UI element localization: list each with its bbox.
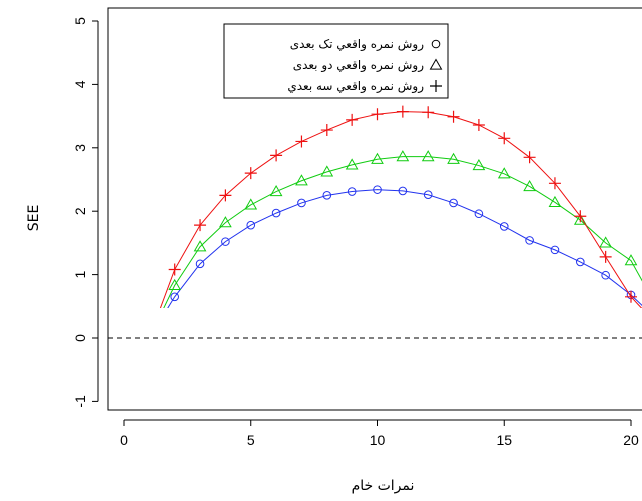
data-point-plus — [599, 250, 612, 263]
legend-item: روش نمره واقعي دو بعدی — [293, 58, 443, 73]
series-plus — [159, 105, 642, 308]
data-point-triangle — [295, 174, 308, 186]
data-point-triangle — [472, 159, 486, 171]
data-point-plus — [194, 219, 207, 232]
data-point-circle — [347, 187, 357, 196]
data-point-circle — [423, 190, 433, 200]
x-axis: 0 5 10 15 20 — [120, 419, 639, 448]
data-point-triangle — [624, 254, 638, 266]
data-point-plus — [295, 135, 308, 148]
legend-item: روش نمره واقعي تک بعدی — [290, 37, 441, 52]
y-tick-label: 3 — [72, 144, 88, 152]
x-tick-label: 5 — [247, 432, 255, 448]
data-point-circle — [271, 208, 281, 218]
data-point-triangle — [320, 165, 334, 177]
data-point-plus — [430, 80, 442, 92]
data-point-circle — [550, 245, 560, 255]
series-circle — [167, 185, 642, 308]
plot-frame — [107, 7, 642, 411]
data-point-plus — [320, 124, 333, 137]
data-point-circle — [195, 259, 205, 269]
data-point-triangle — [396, 150, 410, 162]
data-point-triangle — [447, 152, 460, 164]
legend-label: روش نمره واقعي سه بعدي — [287, 79, 424, 94]
data-point-circle — [499, 222, 509, 231]
data-point-circle — [221, 237, 230, 246]
data-point-plus — [447, 110, 460, 123]
data-point-plus — [523, 151, 536, 164]
data-point-triangle — [573, 213, 587, 225]
series-line — [163, 156, 642, 308]
data-point-circle — [170, 292, 179, 302]
data-point-circle — [525, 236, 534, 245]
y-tick-label: -1 — [72, 395, 88, 408]
data-point-triangle — [497, 167, 511, 179]
x-tick-label: 15 — [496, 432, 512, 448]
y-axis: -1 0 1 2 3 4 5 — [72, 17, 99, 408]
legend-item: روش نمره واقعي سه بعدي — [287, 79, 442, 94]
data-point-plus — [244, 167, 257, 180]
data-point-plus — [396, 105, 409, 118]
data-point-circle — [576, 257, 585, 267]
data-point-circle — [322, 191, 332, 200]
data-point-triangle — [371, 152, 384, 164]
data-point-plus — [574, 210, 587, 223]
y-tick-label: 0 — [72, 334, 88, 342]
data-point-circle — [398, 186, 408, 196]
legend-label: روش نمره واقعي تک بعدی — [290, 37, 424, 52]
data-point-circle — [601, 270, 610, 280]
x-tick-label: 10 — [370, 432, 386, 448]
data-point-plus — [472, 118, 485, 131]
y-tick-label: 1 — [72, 270, 88, 278]
data-point-triangle — [244, 198, 258, 210]
y-axis-title: SEE — [26, 205, 42, 232]
data-point-circle — [474, 209, 484, 219]
plot-border — [107, 7, 642, 411]
data-point-triangle — [523, 179, 536, 192]
data-point-triangle — [599, 236, 613, 248]
data-point-plus — [371, 108, 384, 121]
data-point-plus — [270, 149, 283, 162]
data-point-plus — [346, 113, 359, 126]
y-tick-label: 4 — [72, 80, 88, 88]
data-point-plus — [548, 177, 561, 190]
x-axis-title: نمرات خام — [352, 478, 415, 494]
data-point-circle — [431, 39, 441, 49]
x-tick-label: 20 — [623, 432, 639, 448]
legend-label: روش نمره واقعي دو بعدی — [293, 58, 425, 73]
legend: روش نمره واقعي تک بعدی روش نمره واقعي دو … — [223, 23, 449, 99]
y-tick-label: 5 — [72, 17, 88, 25]
y-tick-label: 2 — [72, 207, 88, 215]
data-point-plus — [625, 290, 637, 303]
data-point-triangle — [219, 216, 232, 228]
data-point-plus — [219, 189, 232, 202]
legend-box — [223, 23, 449, 99]
data-point-triangle — [548, 195, 562, 207]
series-triangle — [144, 150, 642, 343]
series-line — [167, 189, 642, 308]
data-point-triangle — [193, 240, 207, 252]
data-point-circle — [449, 198, 458, 208]
data-point-triangle — [429, 58, 443, 70]
data-point-circle — [373, 185, 382, 194]
x-tick-label: 0 — [120, 432, 128, 448]
data-point-plus — [168, 263, 181, 276]
data-point-plus — [498, 132, 511, 145]
data-point-circle — [246, 220, 256, 230]
data-point-circle — [297, 198, 306, 208]
series-layer — [144, 105, 642, 343]
data-point-triangle — [345, 158, 359, 170]
data-point-triangle — [421, 150, 435, 162]
data-point-triangle — [144, 333, 155, 343]
data-point-triangle — [269, 185, 283, 197]
data-point-triangle — [168, 278, 182, 291]
data-point-plus — [422, 106, 435, 119]
